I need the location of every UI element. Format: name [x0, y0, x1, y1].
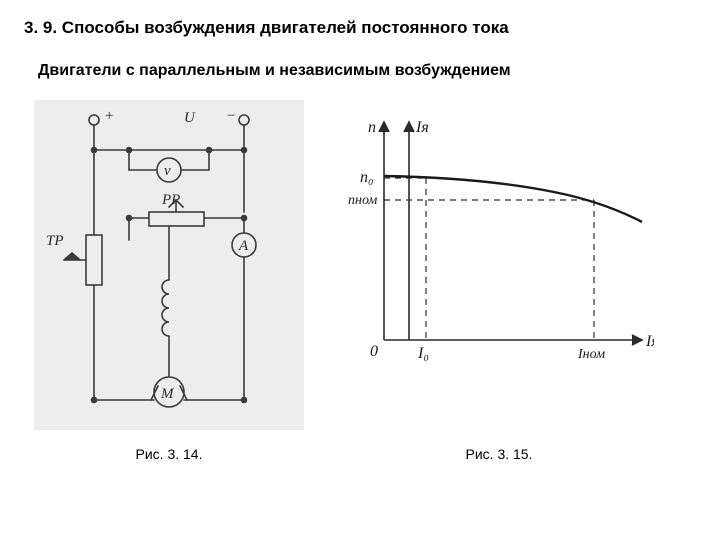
x-axis-label: Iя — [645, 333, 654, 350]
minus-label: − — [226, 108, 236, 124]
plus-label: + — [104, 108, 114, 124]
voltmeter-label: v — [164, 163, 171, 179]
figure-graph: n Iя n₀ nном 0 I₀ Iном Iя Рис. 3. 15. — [344, 100, 654, 462]
i0-label: I₀ — [417, 345, 429, 362]
figures-row: + U − v A РР ТР М Рис. 3. 14. — [34, 100, 696, 462]
section-heading: 3. 9. Способы возбуждения двигателей пос… — [24, 18, 696, 38]
u-label: U — [184, 110, 196, 126]
n0-label: n₀ — [360, 169, 374, 186]
inom-label: Iном — [577, 347, 605, 362]
ammeter-label: A — [238, 238, 249, 254]
origin-label: 0 — [370, 343, 378, 360]
graph-svg: n Iя n₀ nном 0 I₀ Iном Iя — [344, 100, 654, 430]
subsection-heading: Двигатели с параллельным и независимым в… — [38, 62, 696, 80]
graph-caption: Рис. 3. 15. — [466, 446, 533, 462]
nnom-label: nном — [348, 193, 377, 208]
figure-schematic: + U − v A РР ТР М Рис. 3. 14. — [34, 100, 304, 462]
iya-top-label: Iя — [415, 119, 429, 136]
n-axis-label: n — [368, 119, 376, 136]
pp-label: РР — [161, 192, 180, 208]
motor-label: М — [160, 386, 175, 402]
tp-label: ТР — [46, 233, 64, 249]
schematic-caption: Рис. 3. 14. — [136, 446, 203, 462]
schematic-svg: + U − v A РР ТР М — [34, 100, 304, 430]
